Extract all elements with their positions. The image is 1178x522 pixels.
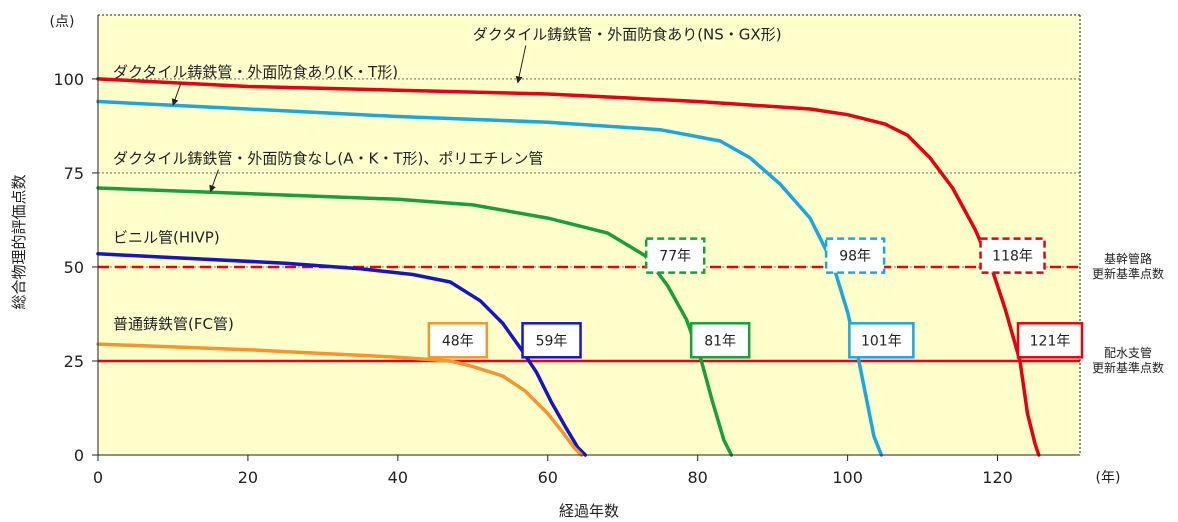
x-tick-label: 60 — [538, 468, 558, 487]
x-tick-label: 120 — [982, 468, 1013, 487]
reference-label-line2: 更新基準点数 — [1092, 360, 1164, 375]
series-label-arrow — [209, 169, 219, 193]
y-tick-label: 50 — [64, 258, 84, 277]
series-labels: ダクタイル鋳鉄管・外面防食あり(NS・GX形) ダクタイル鋳鉄管・外面防食あり(K… — [113, 25, 782, 333]
series-label: ダクタイル鋳鉄管・外面防食あり(NS・GX形) — [473, 25, 782, 43]
y-tick-label: 0 — [74, 446, 84, 465]
series-line — [96, 252, 588, 457]
reference-label-line2: 更新基準点数 — [1092, 266, 1164, 281]
annotation-box — [824, 237, 886, 274]
x-unit: (年) — [1096, 470, 1121, 486]
annotation-label: 101年 — [861, 333, 902, 349]
x-tick-label: 40 — [388, 468, 408, 487]
annotation-box — [644, 237, 706, 274]
y-axis-label: 総合物理的評価点数 — [10, 174, 28, 309]
annotation-label: 118年 — [992, 249, 1033, 265]
series-line — [96, 99, 884, 457]
series-label: ダクタイル鋳鉄管・外面防食あり(K・T形) — [113, 63, 398, 81]
reference-label-line1: 配水支管 — [1104, 345, 1152, 360]
x-tick-label: 80 — [688, 468, 708, 487]
annotation-label: 98年 — [839, 249, 871, 265]
grid — [98, 14, 1081, 455]
y-unit: (点) — [50, 14, 75, 30]
series-lines — [96, 77, 1041, 457]
x-tick-label: 0 — [93, 468, 103, 487]
series-label: ビニル管(HIVP) — [113, 229, 220, 247]
series-label: 普通鋳鉄管(FC管) — [113, 315, 234, 333]
axes — [97, 15, 1080, 456]
series-label: ダクタイル鋳鉄管・外面防食なし(A・K・T形)、ポリエチレン管 — [113, 150, 543, 168]
y-tick-label: 25 — [64, 352, 84, 371]
annotation-label: 81年 — [704, 333, 736, 349]
y-ticks: 0 25 50 75 100 — [53, 70, 98, 465]
x-axis-label: 経過年数 — [559, 502, 619, 520]
annotation-box — [1016, 322, 1084, 359]
x-ticks: 0 20 40 60 80 100 120 — [93, 455, 1013, 487]
y-tick-label: 75 — [64, 164, 84, 183]
x-tick-label: 100 — [832, 468, 863, 487]
annotation-box — [979, 237, 1046, 274]
annotation-box — [848, 322, 915, 359]
annotation-label: 48年 — [442, 333, 474, 349]
y-tick-label: 100 — [53, 70, 84, 89]
annotation-box — [427, 322, 489, 359]
series-label-arrow — [171, 82, 182, 106]
annotations: 77年 98年 118年 48年 59年 81年 101年 121年 — [427, 237, 1084, 359]
annotation-label: 59年 — [536, 333, 568, 349]
series-line — [96, 77, 1041, 457]
annotation-label: 77年 — [659, 249, 691, 265]
annotation-label: 121年 — [1030, 333, 1071, 349]
annotation-box — [689, 322, 751, 359]
x-tick-label: 20 — [238, 468, 258, 487]
series-label-arrow — [515, 45, 527, 84]
annotation-box — [521, 322, 582, 359]
series-line — [96, 342, 584, 457]
reference-label-line1: 基幹管路 — [1104, 251, 1152, 266]
